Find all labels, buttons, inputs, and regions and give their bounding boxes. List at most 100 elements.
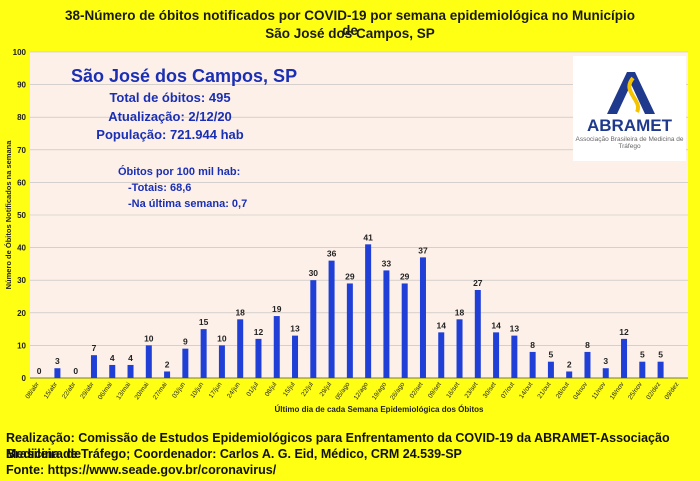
x-tick-label: 30/set (482, 381, 498, 400)
x-tick-label: 23/set (464, 381, 480, 400)
x-tick-label: 27/mai (152, 381, 169, 401)
x-tick-label: 26/ago (389, 381, 406, 402)
info-per100k: Óbitos por 100 mil hab: (118, 166, 241, 178)
bar (474, 289, 481, 378)
x-tick-label: 29/jul (319, 381, 334, 398)
data-label: 2 (567, 359, 572, 369)
data-label: 15 (199, 317, 209, 327)
x-tick-label: 21/out (536, 381, 552, 400)
bar (346, 283, 353, 378)
x-tick-label: 10/jun (189, 381, 205, 400)
x-tick-label: 04/nov (572, 381, 589, 402)
bar (584, 351, 591, 378)
bar (310, 280, 317, 378)
y-tick-label: 60 (17, 178, 26, 187)
data-label: 12 (254, 327, 264, 337)
data-label: 36 (327, 249, 337, 259)
y-tick-label: 70 (17, 146, 26, 155)
x-tick-label: 16/set (445, 381, 461, 400)
x-tick-label: 13/mai (115, 381, 132, 401)
info-city: São José dos Campos, SP (71, 66, 298, 86)
data-label: 3 (55, 356, 60, 366)
data-label: 5 (549, 350, 554, 360)
bar (639, 361, 646, 378)
y-tick-label: 50 (17, 211, 26, 220)
bar (657, 361, 664, 378)
x-tick-label: 02/dez (645, 381, 662, 401)
bar (456, 319, 463, 378)
x-tick-label: 29/abr (79, 380, 96, 400)
data-label: 3 (603, 356, 608, 366)
info-total: Total de óbitos: 495 (109, 90, 231, 105)
y-tick-label: 80 (17, 113, 26, 122)
bar (182, 348, 189, 378)
bar (547, 361, 554, 378)
data-label: 30 (309, 268, 319, 278)
data-label: 13 (510, 324, 520, 334)
data-label: 33 (382, 258, 392, 268)
bar (127, 364, 134, 378)
bar (566, 371, 573, 378)
bar (529, 351, 536, 378)
data-label: 29 (345, 271, 355, 281)
info-update: Atualização: 2/12/20 (108, 109, 232, 124)
data-label: 0 (73, 366, 78, 376)
data-label: 18 (455, 307, 465, 317)
x-tick-label: 22/jul (300, 381, 315, 398)
x-tick-label: 25/nov (627, 381, 644, 402)
info-last-week: -Na última semana: 0,7 (128, 198, 248, 210)
bar (438, 332, 445, 378)
x-tick-label: 24/jun (226, 381, 242, 400)
chart-title-line2: São José dos Campos, SP (265, 26, 435, 41)
x-axis-label: Último dia de cada Semana Epidemiológica… (275, 405, 484, 414)
x-tick-label: 02/set (409, 381, 425, 400)
y-tick-label: 90 (17, 81, 26, 90)
x-tick-label: 07/out (500, 381, 516, 400)
y-tick-label: 40 (17, 244, 26, 253)
data-label: 8 (530, 340, 535, 350)
y-axis-label: Número de Óbitos Notificados na semana (4, 140, 13, 290)
y-tick-label: 10 (17, 341, 26, 350)
y-tick-label: 0 (22, 374, 27, 383)
data-label: 19 (272, 304, 282, 314)
x-tick-label: 05/ago (334, 381, 351, 402)
abramet-logo: ABRAMET Associação Brasileira de Medicin… (573, 56, 686, 161)
x-tick-label: 09/dez (664, 381, 681, 401)
x-tick-label: 03/jun (171, 381, 187, 400)
footer-line2: Medicina de Tráfego; Coordenador: Carlos… (6, 447, 462, 461)
data-label: 0 (37, 366, 42, 376)
bar (493, 332, 500, 378)
bar (365, 244, 372, 378)
data-label: 9 (183, 337, 188, 347)
x-tick-label: 22/abr (61, 380, 78, 400)
data-label: 13 (290, 324, 300, 334)
data-label: 4 (110, 353, 115, 363)
x-tick-label: 17/jun (208, 381, 224, 400)
y-tick-label: 20 (17, 309, 26, 318)
x-tick-label: 11/nov (591, 381, 608, 401)
info-totals: -Totais: 68,6 (128, 182, 192, 194)
bar (164, 371, 171, 378)
x-tick-label: 01/jul (245, 381, 260, 398)
x-tick-label: 08/abr (24, 380, 41, 400)
x-tick-label: 18/nov (609, 381, 626, 402)
bar (602, 368, 609, 378)
data-label: 27 (473, 278, 483, 288)
bar (145, 345, 152, 378)
x-tick-label: 20/mai (134, 381, 151, 401)
bar (109, 364, 116, 378)
y-tick-label: 100 (13, 48, 27, 57)
logo-name: ABRAMET (587, 116, 672, 135)
x-tick-label: 09/set (427, 381, 443, 400)
x-tick-label: 28/out (555, 381, 571, 400)
data-label: 7 (92, 343, 97, 353)
bar (237, 319, 244, 378)
bar (621, 338, 628, 378)
bar (383, 270, 390, 378)
bar (255, 338, 262, 378)
data-label: 8 (585, 340, 590, 350)
x-tick-label: 15/abr (43, 380, 60, 400)
x-tick-label: 08/jul (264, 381, 279, 398)
chart-title-line1: 38-Número de óbitos notificados por COVI… (64, 8, 636, 38)
bar (273, 316, 280, 378)
